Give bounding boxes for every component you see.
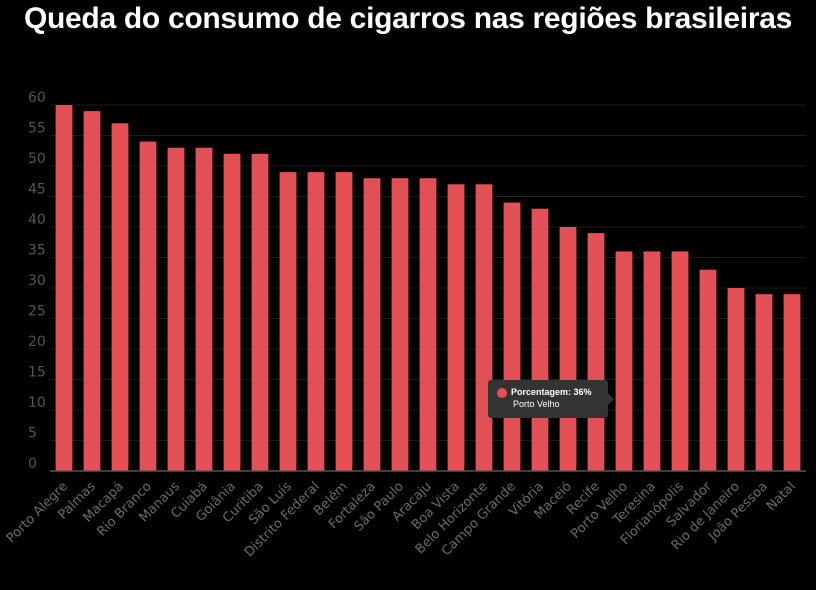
bar[interactable] [391, 178, 409, 471]
bar[interactable] [615, 251, 633, 471]
bar[interactable] [279, 172, 297, 471]
y-tick-label: 20 [28, 334, 46, 350]
bar[interactable] [363, 178, 381, 471]
bar[interactable] [111, 123, 129, 472]
y-tick-label: 40 [28, 212, 46, 228]
y-tick-label: 55 [28, 121, 46, 137]
tooltip-category: Porto Velho [513, 399, 560, 409]
bar[interactable] [671, 251, 689, 471]
bar[interactable] [419, 178, 437, 471]
bar[interactable] [755, 294, 773, 471]
y-tick-label: 35 [28, 243, 46, 259]
bar[interactable] [307, 172, 325, 471]
bar[interactable] [195, 147, 213, 471]
bar[interactable] [55, 105, 73, 471]
bar[interactable] [503, 202, 521, 471]
tooltip-series-label: Porcentagem: 36% [511, 387, 592, 397]
bar[interactable] [587, 233, 605, 471]
tooltip-series-dot [497, 387, 507, 398]
y-tick-label: 0 [28, 456, 37, 472]
y-axis-ticks: 0 5 10 15 20 25 30 35 40 45 50 55 60 [28, 90, 46, 472]
bar[interactable] [699, 269, 717, 471]
bar[interactable] [559, 227, 577, 471]
y-tick-label: 10 [28, 395, 46, 411]
bar[interactable] [475, 184, 493, 472]
bar[interactable] [139, 141, 157, 471]
y-tick-label: 45 [28, 182, 46, 198]
bar[interactable] [251, 153, 269, 472]
bar[interactable] [167, 147, 185, 471]
y-tick-label: 60 [28, 90, 46, 106]
y-tick-label: 25 [28, 304, 46, 320]
bar[interactable] [335, 172, 353, 471]
tooltip: Porcentagem: 36% Porto Velho [488, 380, 614, 418]
bar[interactable] [727, 288, 745, 471]
bar[interactable] [643, 251, 661, 471]
bar[interactable] [531, 208, 549, 471]
bar[interactable] [447, 184, 465, 472]
y-tick-label: 50 [28, 151, 46, 167]
y-tick-label: 15 [28, 365, 46, 381]
bar[interactable] [83, 111, 101, 471]
y-tick-label: 30 [28, 273, 46, 289]
y-tick-label: 5 [28, 426, 37, 442]
bar[interactable] [783, 294, 801, 471]
chart-title: Queda do consumo de cigarros nas regiões… [23, 2, 792, 35]
bar[interactable] [223, 153, 241, 472]
x-tick-label: Natal [764, 479, 799, 514]
